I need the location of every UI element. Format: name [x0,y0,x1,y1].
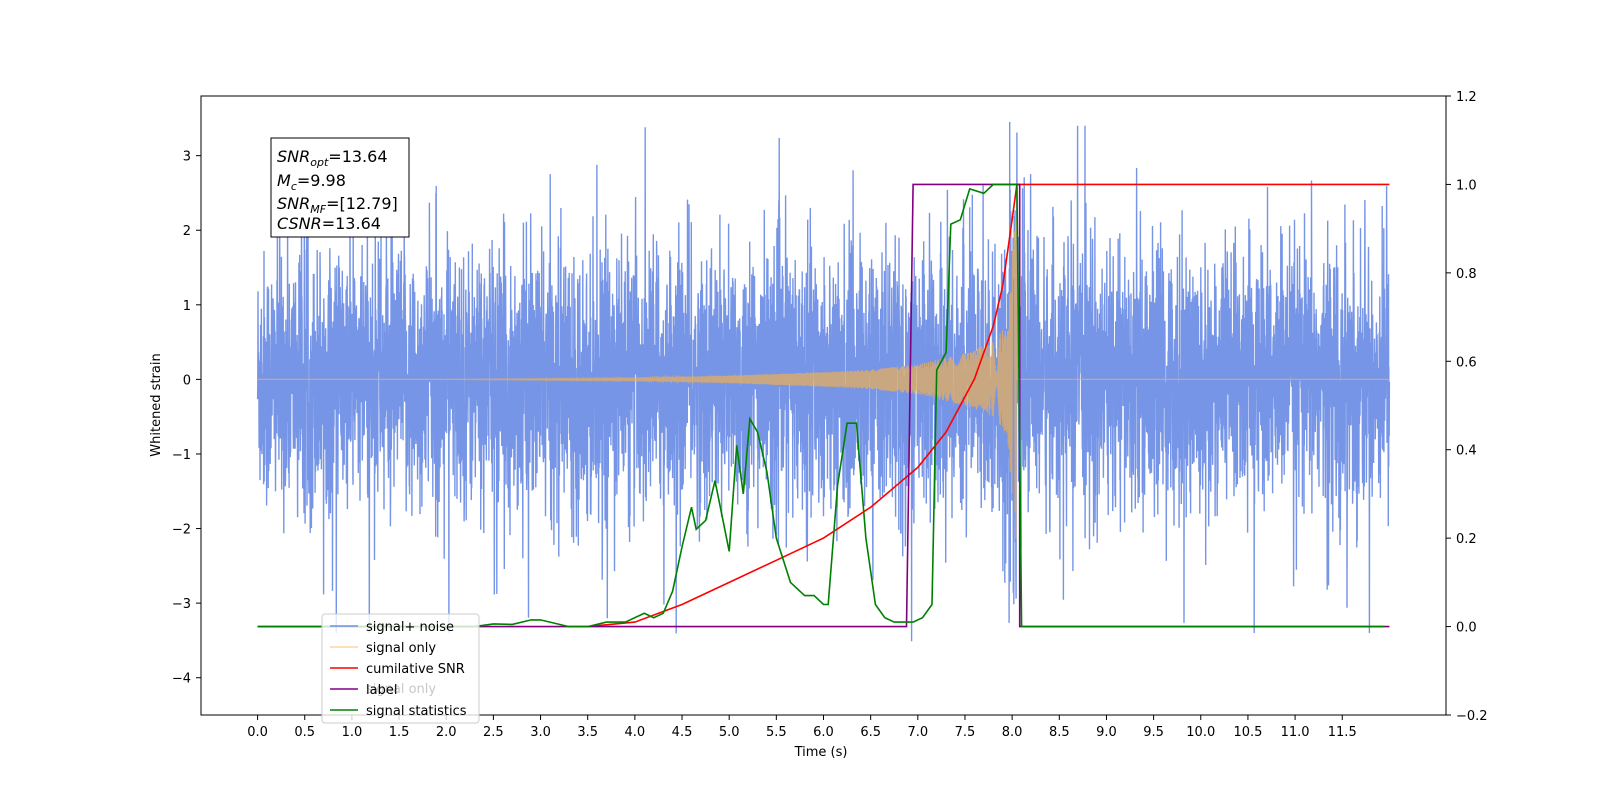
x-tick-label: 7.5 [955,725,976,740]
y-left-tick-label: −2 [172,523,191,538]
x-tick-label: 10.5 [1233,725,1262,740]
annotation-line-mc: Mc=9.98 [277,171,346,193]
x-axis: 0.0 0.5 1.0 1.5 2.0 2.5 3.0 3.5 4.0 4.5 5.0 5.5 6.0 6… [247,715,1357,740]
x-tick-label: 6.5 [860,725,881,740]
y-right-tick-label: 0.4 [1456,444,1477,459]
y-right-tick-label: 0.0 [1456,621,1477,636]
annotation-frame [270,137,410,238]
y-left-tick-label: 1 [183,299,191,314]
y-right-axis: −0.2 0.0 0.2 0.4 0.6 0.8 1.0 1.2 [1446,90,1488,724]
legend: signal only signal+ noise signal only cumi… [321,613,480,724]
annotation-line-snr-mf: SNRMF=[12.79] [277,194,398,216]
x-tick-label: 5.0 [719,725,740,740]
y-left-tick-label: −1 [172,448,191,463]
x-tick-label: 8.0 [1002,725,1023,740]
x-tick-label: 3.0 [530,725,551,740]
legend-label: signal only [366,641,436,656]
y-left-tick-label: 3 [183,150,191,165]
annotation-snr-opt-subscript: opt [310,156,329,169]
annotation-line-csnr: CSNR=13.64 [277,214,381,233]
x-tick-label: 4.5 [672,725,693,740]
snr-annotation-box: SNRopt=13.64 Mc=9.98 SNRMF=[12.79] CSNR=… [270,137,410,238]
annotation-line-snr-opt: SNRopt=13.64 [277,147,388,169]
x-tick-label: 6.0 [813,725,834,740]
x-tick-label: 1.5 [389,725,410,740]
y-right-tick-label: 0.2 [1456,532,1477,547]
x-tick-label: 11.5 [1328,725,1357,740]
y-right-tick-label: −0.2 [1456,709,1488,724]
annotation-mc-symbol: M [277,171,291,190]
annotation-mc-value: =9.98 [297,171,346,190]
annotation-mc-subscript: c [291,180,297,193]
y-left-tick-label: −4 [172,672,191,687]
x-tick-label: 9.0 [1096,725,1117,740]
x-tick-label: 0.0 [247,725,268,740]
x-tick-label: 8.5 [1049,725,1070,740]
x-tick-label: 9.5 [1143,725,1164,740]
y-left-tick-label: −3 [172,597,191,612]
x-tick-label: 4.0 [625,725,646,740]
x-tick-label: 2.5 [483,725,504,740]
y-axis-label: Whitened strain [149,353,164,456]
x-tick-label: 5.5 [766,725,787,740]
legend-label: signal+ noise [366,620,454,635]
x-tick-label: 1.0 [342,725,363,740]
annotation-snr-mf-subscript: MF [310,203,326,216]
y-left-tick-label: 0 [183,373,191,388]
annotation-snr-opt-value: =13.64 [328,147,387,166]
annotation-snr-mf-symbol: SNR [277,194,310,213]
x-tick-label: 10.0 [1186,725,1215,740]
annotation-snr-opt-symbol: SNR [277,147,310,166]
legend-label: cumilative SNR [366,662,465,677]
x-tick-label: 2.0 [436,725,457,740]
x-tick-label: 11.0 [1281,725,1310,740]
annotation-snr-mf-value: =[12.79] [326,194,398,213]
signal-plus-noise-line [256,121,1391,642]
signal-statistics-line [257,183,1385,628]
annotation-csnr-value: =13.64 [322,214,381,233]
legend-ghost-text: signal only [366,682,436,697]
series-layer [256,121,1391,642]
y-left-axis: −4 −3 −2 −1 0 1 2 3 [172,150,201,687]
y-right-tick-label: 0.8 [1456,267,1477,282]
y-left-tick-label: 2 [183,224,191,239]
y-right-tick-label: 0.6 [1456,355,1477,370]
y-right-tick-label: 1.2 [1456,90,1477,105]
signal-only-line [257,219,1390,539]
legend-frame [321,613,480,724]
annotation-csnr-symbol: CSNR [277,214,322,233]
cumulative-snr-line [587,183,1390,628]
x-tick-label: 7.0 [907,725,928,740]
x-tick-label: 3.5 [577,725,598,740]
y-right-tick-label: 1.0 [1456,178,1477,193]
legend-entries: signal+ noise signal only cumilative SNR la… [330,620,467,719]
legend-label: signal statistics [366,704,467,719]
x-tick-label: 0.5 [294,725,315,740]
legend-label: label [366,683,397,698]
x-axis-label: Time (s) [794,745,848,760]
